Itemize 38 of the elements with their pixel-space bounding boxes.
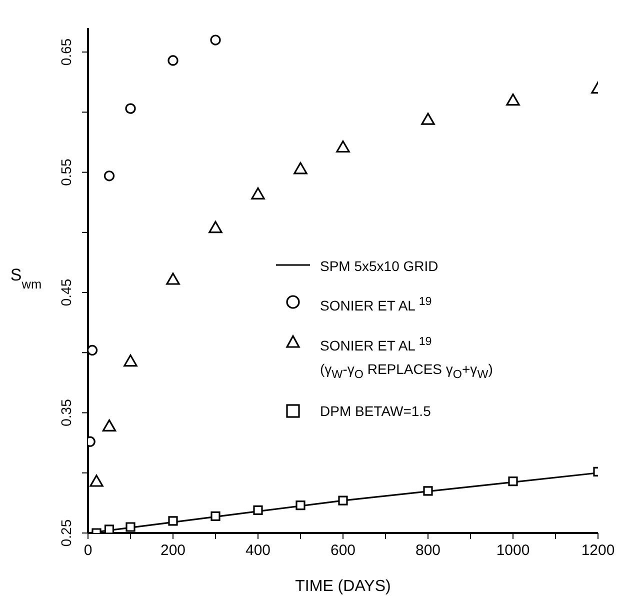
point — [90, 474, 104, 487]
point — [168, 516, 178, 526]
y-tick-label: 0.55 — [58, 158, 74, 186]
x-tick-label: 800 — [415, 542, 441, 559]
x-tick-label: 1200 — [581, 542, 615, 559]
legend-label: DPM BETAW=1.5 — [320, 402, 431, 422]
point — [506, 94, 520, 106]
point — [166, 272, 180, 285]
point — [296, 500, 306, 510]
point — [421, 112, 435, 125]
point — [294, 162, 308, 174]
point — [102, 419, 116, 432]
point — [124, 354, 138, 367]
point — [208, 220, 222, 234]
point — [126, 522, 136, 532]
point — [336, 140, 350, 153]
x-tick-label: 0 — [84, 542, 92, 559]
text: SONIER ET AL $^{19}$ (γ$_{W}$-γ$_{O}$ REPLACES γ$_{O}$+γ$_{W}$) — [320, 334, 493, 382]
y-tick-label: 0.65 — [58, 38, 74, 66]
y-tick-label: 0.45 — [58, 278, 74, 306]
x-tick-label: 200 — [160, 542, 186, 559]
y-tick-label: 0.25 — [58, 519, 74, 547]
point — [104, 524, 114, 533]
y-tick-label: 0.35 — [58, 398, 74, 426]
y-axis-title: S$_{wm}$ — [10, 266, 42, 291]
legend-label: SPM 5x5x10 GRID — [320, 257, 438, 276]
point — [508, 476, 518, 486]
point — [251, 187, 265, 200]
point — [253, 505, 263, 515]
x-axis-title: TIME (DAYS) — [295, 578, 391, 595]
point — [210, 511, 220, 521]
point — [88, 344, 98, 356]
x-tick-label: 400 — [245, 542, 271, 559]
point — [423, 486, 433, 496]
x-tick-label: 600 — [330, 542, 356, 559]
point — [338, 496, 348, 506]
x-tick-label: 1000 — [496, 542, 530, 559]
legend-label: SONIER ET AL $^{19}$ — [320, 294, 432, 316]
